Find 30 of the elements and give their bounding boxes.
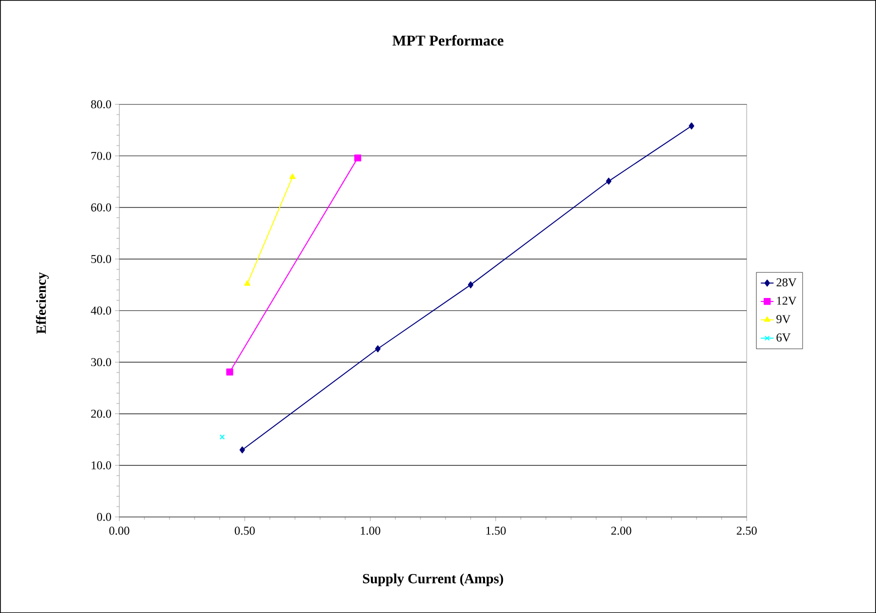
y-tick-label: 60.0 <box>91 203 112 212</box>
point <box>468 281 474 288</box>
x-tick-label: 2.00 <box>611 526 632 535</box>
point <box>688 122 694 130</box>
x-tick-label: 2.50 <box>736 526 757 535</box>
legend-label: 28V <box>776 278 796 286</box>
y-tick-label: 20.0 <box>91 410 112 418</box>
y-axis-title: Effeciency <box>36 272 49 334</box>
point <box>606 178 612 185</box>
y-tick-label: 30.0 <box>91 358 112 366</box>
point <box>220 434 225 440</box>
legend-label: 9V <box>776 314 791 324</box>
x-tick-label: 0.00 <box>109 526 130 535</box>
y-tick-label: 80.0 <box>91 100 112 108</box>
legend-label: 6V <box>776 333 791 342</box>
y-tick-label: 10.0 <box>92 461 112 470</box>
y-tick-label: 0.0 <box>97 512 112 521</box>
x-tick-label: 0.50 <box>234 526 255 535</box>
y-tick-label: 70.0 <box>91 152 112 160</box>
point <box>354 154 362 162</box>
x-tick-label: 1.00 <box>360 526 380 535</box>
point <box>240 446 246 454</box>
legend-label: 12V <box>777 296 796 305</box>
point <box>375 345 381 352</box>
y-tick-label: 40.0 <box>90 306 112 315</box>
y-tick-label: 50.0 <box>91 254 112 263</box>
x-axis-title: Supply Current (Amps) <box>363 573 504 586</box>
point <box>226 368 234 376</box>
x-tick-label: 1.50 <box>486 526 506 535</box>
chart-title: MPT Performace <box>392 34 504 46</box>
